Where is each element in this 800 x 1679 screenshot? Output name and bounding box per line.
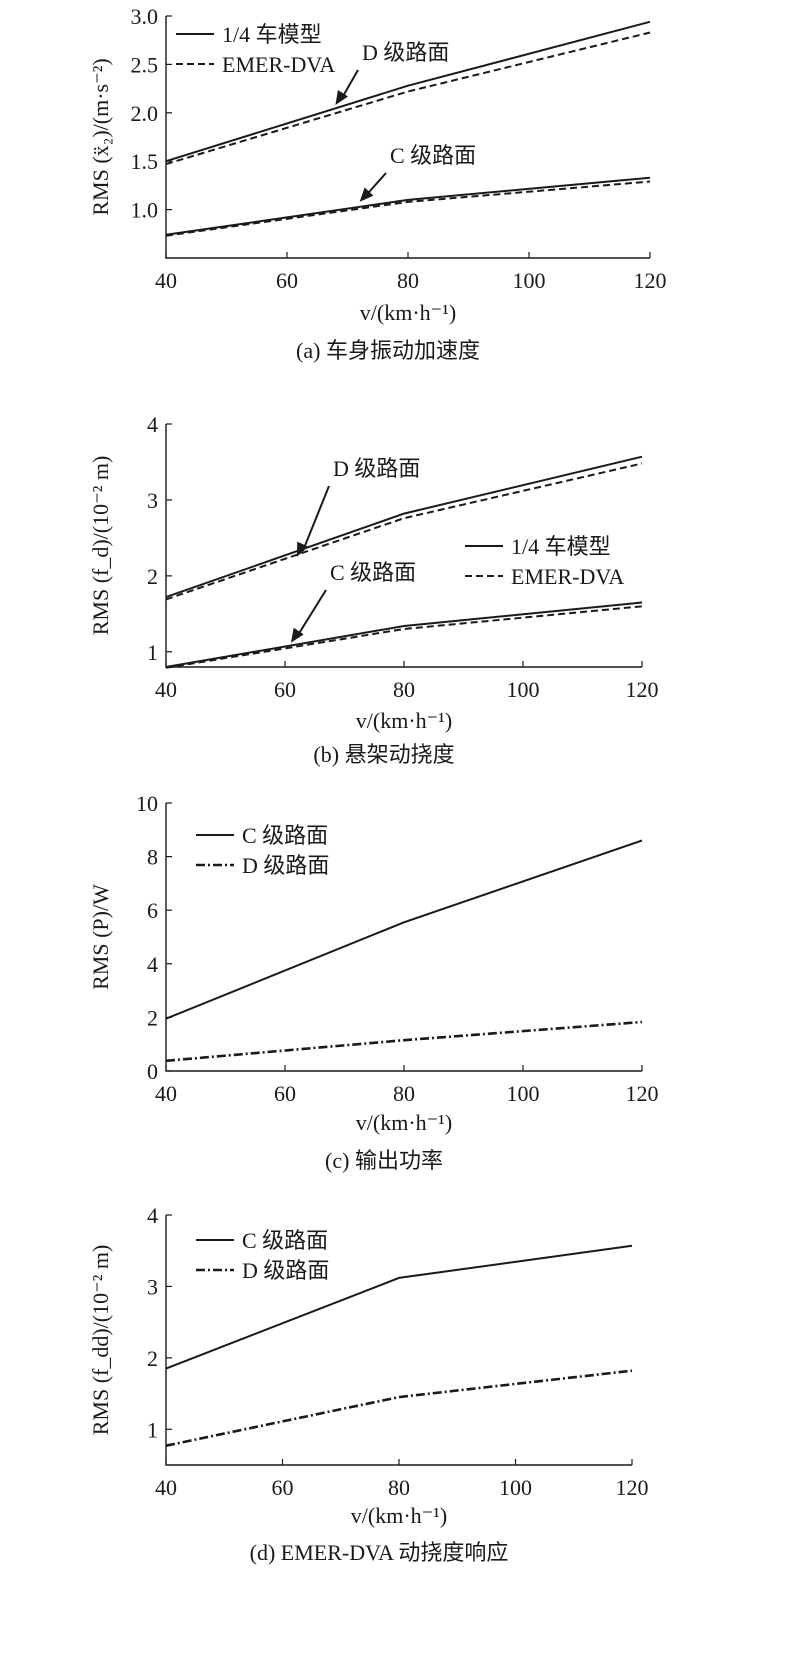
x-tick-label: 100 (507, 677, 540, 702)
y-axis-title: RMS (f_d)/(10⁻² m) (88, 456, 113, 636)
axis-lines (165, 1215, 632, 1466)
annotation-label: D 级路面 (362, 40, 449, 65)
series-line-3 (165, 605, 643, 669)
y-tick-label: 10 (136, 791, 158, 816)
series-line-1 (165, 462, 643, 601)
y-tick-label: 1 (147, 640, 158, 665)
x-tick-label: 120 (626, 1081, 659, 1106)
x-tick-label: 40 (155, 1475, 177, 1500)
x-tick-label: 60 (276, 268, 298, 293)
arrowhead (296, 541, 309, 557)
x-tick-label: 120 (616, 1475, 649, 1500)
y-tick-label: 4 (147, 412, 158, 437)
legend-label: C 级路面 (242, 1228, 328, 1253)
y-tick-label: 3 (147, 1274, 158, 1299)
series-line-1 (165, 1020, 643, 1063)
annotation-label: C 级路面 (390, 143, 476, 168)
x-tick-label: 80 (393, 1081, 415, 1106)
x-tick-label: 120 (626, 677, 659, 702)
arrowhead (359, 187, 374, 202)
chart-panel-c: 40 60 80 100 120 0 2 4 6 8 10 v/(km·h⁻¹) RMS (P)/W C … (88, 791, 659, 1173)
x-tick-label: 80 (397, 268, 419, 293)
annotation-label: C 级路面 (330, 560, 416, 585)
legend-label: C 级路面 (242, 823, 328, 848)
series-line-1 (165, 31, 651, 166)
series-line-0 (165, 1244, 633, 1370)
x-tick-label: 40 (155, 677, 177, 702)
x-tick-label: 120 (634, 268, 667, 293)
legend-label: 1/4 车模型 (222, 22, 322, 47)
annotation-label: D 级路面 (333, 456, 420, 481)
legend-label: D 级路面 (242, 1258, 329, 1283)
legend-label: EMER-DVA (222, 52, 335, 77)
y-tick-label: 1 (147, 1417, 158, 1442)
x-axis-title: v/(km·h⁻¹) (356, 708, 452, 733)
panel-caption: (c) 输出功率 (325, 1148, 443, 1173)
x-axis-title: v/(km·h⁻¹) (356, 1110, 452, 1135)
y-tick-label: 8 (147, 845, 158, 870)
x-tick-label: 100 (507, 1081, 540, 1106)
y-tick-label: 0 (147, 1059, 158, 1084)
legend-label: 1/4 车模型 (511, 534, 611, 559)
series-line-0 (165, 839, 643, 1020)
series-line-0 (165, 455, 643, 599)
annotation-arrow (296, 589, 327, 638)
panel-caption: (b) 悬架动挠度 (313, 742, 454, 767)
x-tick-label: 60 (274, 1081, 296, 1106)
y-tick-label: 3.0 (131, 4, 159, 29)
y-axis-title: RMS (f_dd)/(10⁻² m) (88, 1245, 113, 1436)
legend-label: D 级路面 (242, 853, 329, 878)
x-tick-label: 40 (155, 1081, 177, 1106)
y-tick-label: 2 (147, 1346, 158, 1371)
y-tick-label: 2.0 (131, 101, 159, 126)
y-tick-label: 2 (147, 1005, 158, 1030)
x-tick-label: 60 (274, 677, 296, 702)
series-line-2 (165, 176, 651, 236)
annotation-arrow (301, 485, 330, 552)
chart-panel-a: 40 60 80 100 120 1.0 1.5 2.0 2.5 3.0 v/(km·h⁻¹) RMS… (88, 4, 667, 363)
chart-panel-b: 40 60 80 100 120 1 2 3 4 v/(km·h⁻¹) RMS (f_d)/(10⁻… (88, 412, 659, 767)
y-tick-label: 1.0 (131, 198, 159, 223)
series-line-2 (165, 601, 643, 668)
x-tick-label: 100 (513, 268, 546, 293)
x-axis-title: v/(km·h⁻¹) (351, 1503, 447, 1528)
x-tick-label: 40 (155, 268, 177, 293)
series-line-3 (165, 180, 651, 237)
panel-caption: (d) EMER-DVA 动挠度响应 (250, 1540, 509, 1565)
x-axis-title: v/(km·h⁻¹) (360, 300, 456, 325)
y-axis-title: RMS (ẍ₂)/(m·s⁻²) (88, 58, 113, 215)
panel-caption: (a) 车身振动加速度 (296, 338, 480, 363)
y-tick-label: 4 (147, 952, 158, 977)
y-tick-label: 1.5 (131, 149, 159, 174)
y-tick-label: 4 (147, 1203, 158, 1228)
series-line-0 (165, 20, 651, 163)
y-tick-label: 6 (147, 898, 158, 923)
x-tick-label: 60 (272, 1475, 294, 1500)
axis-lines (165, 803, 642, 1072)
legend-label: EMER-DVA (511, 564, 624, 589)
y-tick-label: 2 (147, 564, 158, 589)
y-tick-label: 2.5 (131, 52, 159, 77)
y-axis-title: RMS (P)/W (88, 884, 113, 990)
x-tick-label: 100 (499, 1475, 532, 1500)
x-tick-label: 80 (388, 1475, 410, 1500)
series-line-1 (165, 1369, 633, 1447)
x-tick-label: 80 (393, 677, 415, 702)
arrowhead (335, 90, 349, 106)
chart-panel-d: 40 60 80 100 120 1 2 3 4 v/(km·h⁻¹) RMS (f_dd)/(10… (88, 1203, 649, 1565)
y-tick-label: 3 (147, 488, 158, 513)
arrowhead (290, 627, 304, 643)
